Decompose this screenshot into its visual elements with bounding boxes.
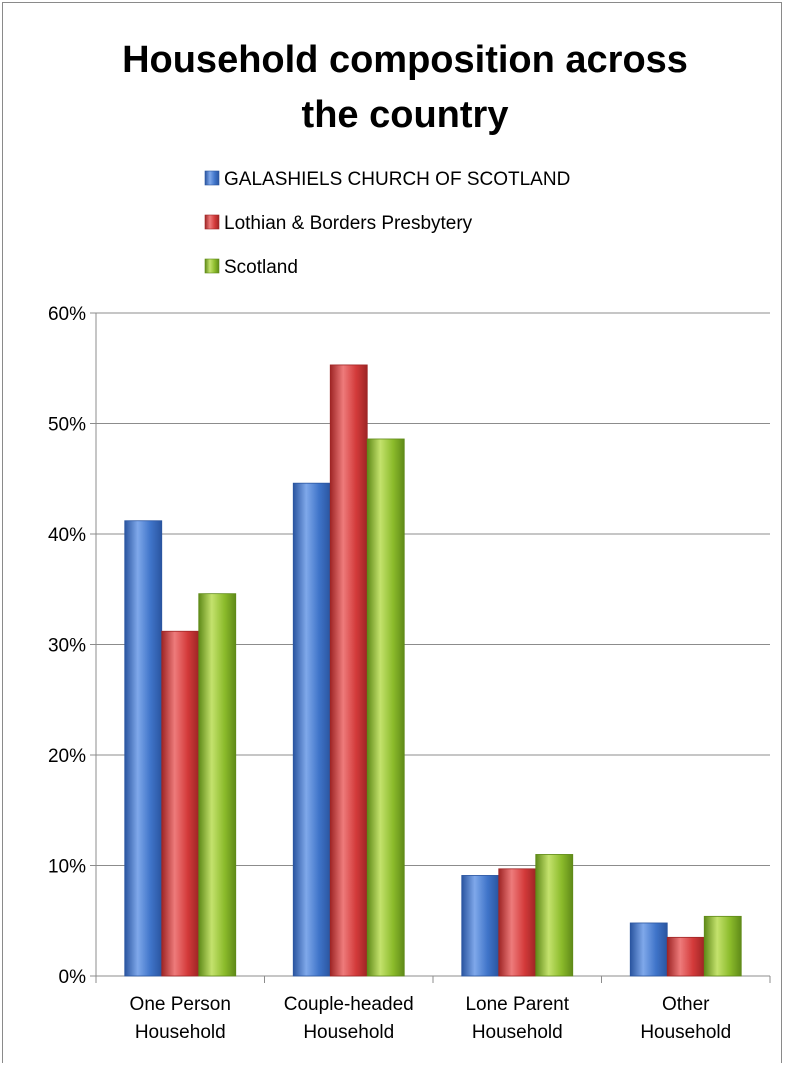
y-tick-label: 20% (48, 746, 86, 767)
y-tick-label: 60% (48, 304, 86, 325)
x-category-label: Other (662, 994, 710, 1015)
bar-1-category-3 (461, 875, 500, 977)
bar-1-category-4 (629, 922, 668, 977)
chart-title-line-1: Household composition across (122, 39, 688, 81)
legend-swatch-3 (204, 258, 220, 274)
legend-swatch-1 (204, 170, 220, 186)
x-category-label: Couple-headed (284, 994, 414, 1015)
x-category-label: Household (135, 1022, 226, 1043)
legend-label-1: GALASHIELS CHURCH OF SCOTLAND (224, 169, 570, 190)
y-tick-label: 10% (48, 857, 86, 878)
bar-1-category-2 (292, 482, 331, 977)
y-tick-label: 50% (48, 415, 86, 436)
chart-title: Household composition across the country (122, 39, 688, 136)
bar-2-category-3 (498, 868, 537, 977)
bar-2-category-1 (161, 630, 200, 977)
legend-label-3: Scotland (224, 257, 298, 278)
bar-2-category-4 (666, 936, 705, 977)
bars (124, 364, 742, 977)
legend-label-2: Lothian & Borders Presbytery (224, 213, 473, 234)
x-category-label: Household (472, 1022, 563, 1043)
bar-3-category-2 (366, 438, 405, 977)
bar-3-category-1 (198, 593, 237, 977)
bar-3-category-3 (535, 854, 574, 977)
x-category-label: Lone Parent (465, 994, 569, 1015)
x-category-label: Household (303, 1022, 394, 1043)
legend: GALASHIELS CHURCH OF SCOTLAND Lothian & B… (204, 169, 570, 278)
x-category-label: One Person (130, 994, 231, 1015)
y-tick-label: 40% (48, 525, 86, 546)
bar-3-category-4 (703, 915, 742, 977)
bar-1-category-1 (124, 520, 163, 977)
y-tick-label: 0% (59, 967, 87, 988)
bar-2-category-2 (329, 364, 368, 977)
x-axis: One Person Household Couple-headed Househol… (95, 975, 771, 1043)
legend-swatch-2 (204, 214, 220, 230)
x-category-label: Household (640, 1022, 731, 1043)
y-tick-label: 30% (48, 636, 86, 657)
y-axis: 0% 10% 20% 30% 40% 50% 60% (48, 304, 97, 988)
chart-title-line-2: the country (302, 94, 509, 136)
